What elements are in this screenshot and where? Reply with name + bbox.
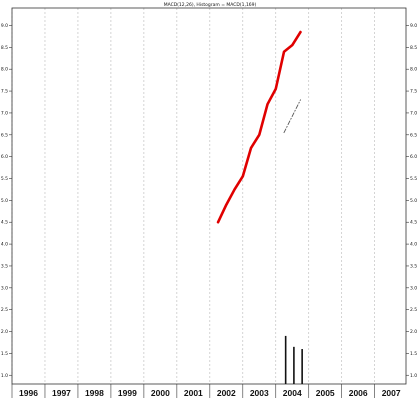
- x-tick-label-1996: 1996: [19, 388, 38, 398]
- x-tick-label-2005: 2005: [316, 388, 335, 398]
- y-tick-label-left: 4.0: [1, 242, 8, 248]
- macd-line: [216, 30, 302, 224]
- y-tick-label-left: 1.5: [1, 351, 8, 357]
- y-tick-label-right: 6.5: [410, 132, 417, 138]
- labels-layer: 1.0 1.0 1.5 1.5 2.0 2.0 2.5 2.5 3.0 3.0 3.5 3.5 4.0 4…: [1, 23, 417, 398]
- y-tick-label-right: 4.0: [410, 242, 417, 248]
- y-tick-label-left: 6.5: [1, 132, 8, 138]
- y-tick-label-left: 3.5: [1, 263, 8, 269]
- x-tick-label-2002: 2002: [217, 388, 236, 398]
- y-tick-label-right: 8.0: [410, 67, 417, 73]
- y-tick-label-right: 7.5: [410, 89, 417, 95]
- y-tick-label-left: 3.0: [1, 285, 8, 291]
- y-tick-label-right: 3.5: [410, 263, 417, 269]
- signal-line: [283, 99, 301, 134]
- y-tick-label-left: 5.5: [1, 176, 8, 182]
- x-tick-label-1998: 1998: [85, 388, 104, 398]
- y-tick-label-right: 7.0: [410, 110, 417, 116]
- y-tick-label-right: 9.0: [410, 23, 417, 29]
- y-tick-label-right: 5.0: [410, 198, 417, 204]
- x-tick-label-2006: 2006: [349, 388, 368, 398]
- y-tick-label-right: 2.5: [410, 307, 417, 313]
- x-tick-label-1999: 1999: [118, 388, 137, 398]
- y-tick-label-left: 2.5: [1, 307, 8, 313]
- y-tick-label-right: 4.5: [410, 220, 417, 226]
- y-tick-label-right: 1.5: [410, 351, 417, 357]
- x-tick-label-2004: 2004: [283, 388, 302, 398]
- grid-layer: [11, 8, 375, 384]
- y-tick-label-left: 8.5: [1, 45, 8, 51]
- y-tick-label-right: 3.0: [410, 285, 417, 291]
- y-tick-label-left: 7.0: [1, 110, 8, 116]
- chart-title: MACD(12,26), Histogram = MACD(1,169): [164, 2, 257, 8]
- plot-frame: [11, 7, 407, 385]
- y-tick-label-left: 1.0: [1, 373, 8, 379]
- y-tick-label-left: 4.5: [1, 220, 8, 226]
- x-tick-label-2007: 2007: [382, 388, 401, 398]
- y-tick-label-left: 2.0: [1, 329, 8, 335]
- axes-layer: [9, 7, 409, 398]
- y-tick-label-left: 7.5: [1, 89, 8, 95]
- y-tick-label-right: 8.5: [410, 45, 417, 51]
- y-tick-label-right: 1.0: [410, 373, 417, 379]
- y-tick-label-left: 6.0: [1, 154, 8, 160]
- y-tick-label-left: 8.0: [1, 67, 8, 73]
- x-tick-label-2000: 2000: [151, 388, 170, 398]
- y-tick-label-right: 6.0: [410, 154, 417, 160]
- series-layer: [216, 30, 303, 384]
- x-tick-label-2003: 2003: [250, 388, 269, 398]
- y-tick-label-right: 2.0: [410, 329, 417, 335]
- y-tick-label-left: 9.0: [1, 23, 8, 29]
- y-tick-label-right: 5.5: [410, 176, 417, 182]
- x-tick-label-2001: 2001: [184, 388, 203, 398]
- y-tick-label-left: 5.0: [1, 198, 8, 204]
- x-tick-label-1997: 1997: [52, 388, 71, 398]
